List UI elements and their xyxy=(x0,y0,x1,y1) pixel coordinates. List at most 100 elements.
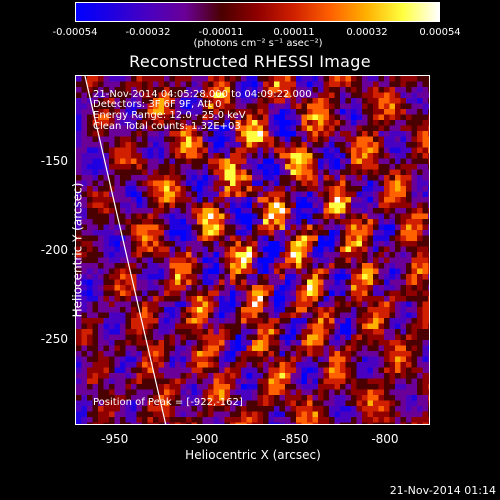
heatmap-cell xyxy=(197,279,203,286)
heatmap-cell xyxy=(274,142,280,148)
heatmap-cell xyxy=(103,318,110,324)
heatmap-cell xyxy=(257,164,264,170)
heatmap-cell xyxy=(351,197,357,203)
heatmap-cell xyxy=(417,351,423,357)
heatmap-cell xyxy=(340,285,346,291)
heatmap-cell xyxy=(334,312,341,319)
heatmap-cell xyxy=(384,263,390,269)
heatmap-cell xyxy=(422,301,429,308)
heatmap-cell xyxy=(92,334,99,341)
heatmap-cell xyxy=(169,230,176,236)
heatmap-cell xyxy=(147,246,154,253)
heatmap-cell xyxy=(384,213,390,220)
heatmap-cell xyxy=(219,241,225,247)
heatmap-cell xyxy=(318,422,324,424)
heatmap-cell xyxy=(257,142,264,148)
heatmap-cell xyxy=(301,98,308,104)
heatmap-cell xyxy=(125,307,132,313)
heatmap-cell xyxy=(142,274,148,280)
heatmap-cell xyxy=(109,241,115,247)
heatmap-cell xyxy=(411,274,418,280)
heatmap-cell xyxy=(329,186,335,192)
heatmap-cell xyxy=(279,263,286,269)
heatmap-cell xyxy=(208,98,214,104)
heatmap-cell xyxy=(307,142,313,148)
heatmap-cell xyxy=(384,202,390,209)
heatmap-cell xyxy=(351,131,357,137)
heatmap-cell xyxy=(202,114,209,121)
heatmap-cell xyxy=(296,340,302,346)
heatmap-cell xyxy=(87,268,93,275)
heatmap-cell xyxy=(411,373,418,379)
heatmap-cell xyxy=(136,109,143,115)
heatmap-cell xyxy=(312,191,319,198)
heatmap-cell xyxy=(417,175,423,181)
heatmap-cell xyxy=(356,411,363,418)
heatmap-cell xyxy=(395,202,401,209)
heatmap-cell xyxy=(120,213,126,220)
heatmap-cell xyxy=(268,224,275,231)
heatmap-cell xyxy=(202,219,209,225)
heatmap-cell xyxy=(131,362,137,368)
heatmap-cell xyxy=(87,103,93,110)
heatmap-cell xyxy=(411,340,418,346)
heatmap-cell xyxy=(246,362,253,368)
heatmap-cell xyxy=(378,235,385,242)
heatmap-cell xyxy=(202,296,209,302)
heatmap-cell xyxy=(230,208,236,214)
heatmap-cell xyxy=(191,153,198,159)
heatmap-cell xyxy=(373,417,379,423)
heatmap-cell xyxy=(318,268,324,275)
heatmap-cell xyxy=(142,345,148,352)
heatmap-cell xyxy=(241,389,247,396)
heatmap-cell xyxy=(345,153,352,159)
heatmap-cell xyxy=(367,307,374,313)
heatmap-cell xyxy=(202,307,209,313)
heatmap-cell xyxy=(125,334,132,341)
heatmap-cell xyxy=(180,312,187,319)
heatmap-cell xyxy=(202,417,209,423)
heatmap-cell xyxy=(219,197,225,203)
heatmap-cell xyxy=(219,373,225,379)
heatmap-cell xyxy=(114,98,121,104)
heatmap-cell xyxy=(202,252,209,258)
heatmap-cell xyxy=(263,400,269,407)
heatmap-cell xyxy=(147,279,154,286)
heatmap-cell xyxy=(235,191,242,198)
heatmap-cell xyxy=(362,142,368,148)
heatmap-cell xyxy=(175,76,181,82)
heatmap-cell xyxy=(136,362,143,368)
heatmap-cell xyxy=(356,274,363,280)
heatmap-cell xyxy=(329,263,335,269)
heatmap-cell xyxy=(367,202,374,209)
heatmap-cell xyxy=(235,142,242,148)
heatmap-cell xyxy=(263,153,269,159)
heatmap-cell xyxy=(87,224,93,231)
heatmap-cell xyxy=(296,334,302,341)
heatmap-cell xyxy=(411,224,418,231)
heatmap-cell xyxy=(98,268,104,275)
heatmap-cell xyxy=(323,235,330,242)
heatmap-cell xyxy=(147,180,154,187)
heatmap-cell xyxy=(125,340,132,346)
heatmap-cell xyxy=(230,373,236,379)
heatmap-cell xyxy=(147,417,154,423)
heatmap-cell xyxy=(136,76,143,82)
heatmap-cell xyxy=(345,329,352,335)
heatmap-cell xyxy=(334,191,341,198)
heatmap-cell xyxy=(76,312,82,319)
heatmap-cell xyxy=(345,268,352,275)
heatmap-cell xyxy=(153,268,159,275)
heatmap-cell xyxy=(351,103,357,110)
heatmap-cell xyxy=(318,323,324,330)
heatmap-cell xyxy=(169,180,176,187)
heatmap-cell xyxy=(76,246,82,253)
heatmap-cell xyxy=(136,334,143,341)
heatmap-cell xyxy=(395,164,401,170)
heatmap-cell xyxy=(252,285,258,291)
heatmap-cell xyxy=(268,400,275,407)
heatmap-cell xyxy=(307,351,313,357)
heatmap-cell xyxy=(362,329,368,335)
heatmap-cell xyxy=(406,153,412,159)
heatmap-cell xyxy=(208,422,214,424)
